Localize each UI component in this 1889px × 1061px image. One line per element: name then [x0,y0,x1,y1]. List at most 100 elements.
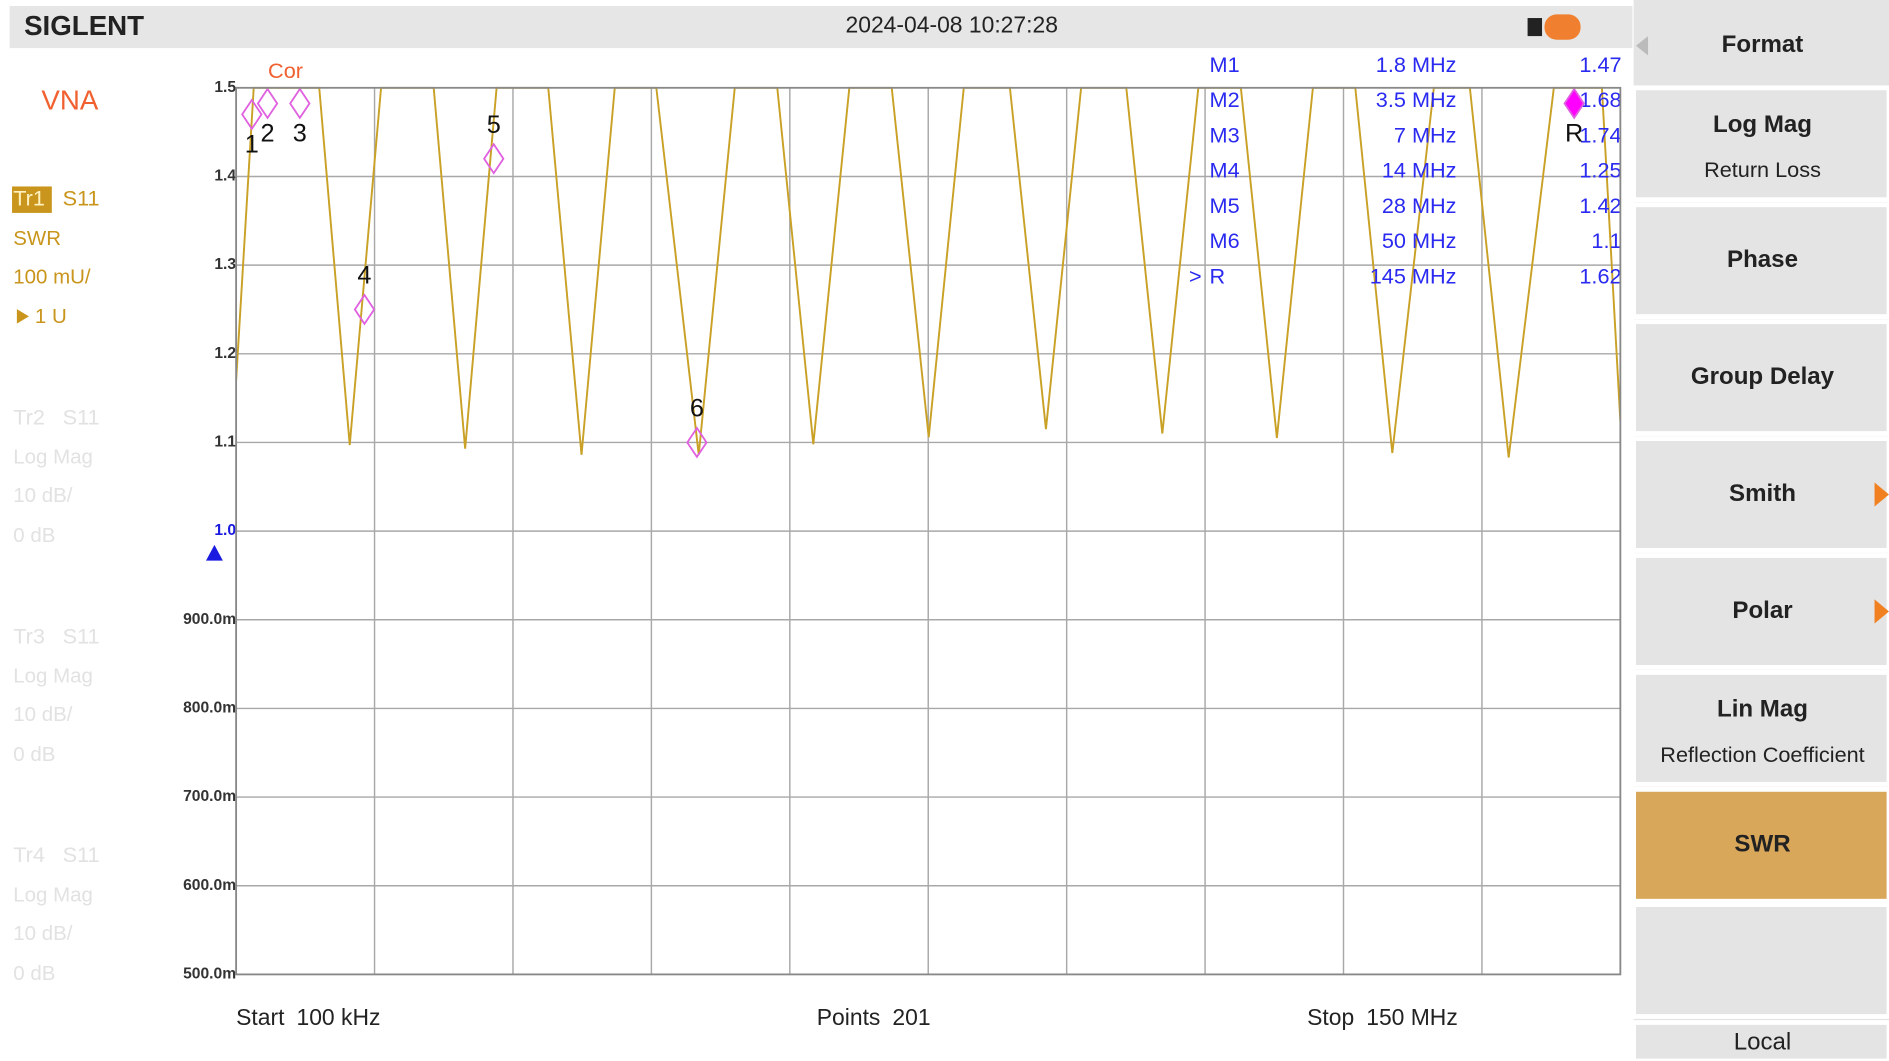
footer-value: 100 kHz [296,1004,380,1030]
softkey-sublabel[interactable]: Return Loss [1704,157,1821,182]
softkey[interactable] [1631,202,1889,320]
softkey[interactable] [1631,436,1889,553]
marker-value: 1.68 [1579,87,1621,112]
trace-format: SWR [13,227,61,250]
marker-diamond [289,87,311,120]
softkey-local[interactable] [1631,1020,1889,1061]
mode-label: VNA [41,85,98,116]
y-tick-label: 1.2 [214,345,236,362]
marker-freq: 28 MHz [1382,193,1457,218]
softkey-sublabel[interactable]: Reflection Coefficient [1660,742,1864,767]
trace-name: Tr3 [13,623,45,648]
marker-diamond [353,293,376,326]
trace-param: S11 [63,404,100,429]
softkey-label[interactable]: Phase [1727,246,1798,273]
y-tick-label: 700.0m [183,788,236,805]
storage-icon [1527,18,1543,37]
marker-name: R [1210,263,1226,288]
marker-label: R [1565,119,1583,147]
correction-label: Cor [268,58,303,83]
trace-ref: 1 U [35,305,67,328]
local-label[interactable]: Local [1734,1028,1792,1055]
softkey-label[interactable]: Smith [1729,480,1796,507]
trace-name: Tr1 [13,185,45,210]
y-tick-label: 1.5 [214,79,236,96]
footer-value: 150 MHz [1366,1004,1458,1030]
trace-ref: 0 dB [13,962,55,985]
footer-label: Stop [1307,1004,1354,1030]
trace-name: Tr2 [13,404,45,429]
softkey-label[interactable]: Polar [1732,597,1792,624]
softkey[interactable] [1631,319,1889,436]
softkey[interactable] [1631,85,1889,203]
header-bar [9,6,1633,49]
trace-format: Log Mag [13,446,93,469]
marker-value: 1.25 [1579,158,1621,183]
marker-freq: 50 MHz [1382,228,1457,253]
marker-name: M5 [1210,193,1240,218]
ref-arrow [16,309,29,324]
active-trace-box [12,186,52,213]
usb-icon [1544,14,1581,40]
footer-label: Points [817,1004,881,1030]
marker-value: 1.42 [1579,193,1621,218]
menu-title: Format [1722,31,1804,58]
y-tick-label: 1.4 [214,168,236,185]
marker-label: 2 [260,119,274,147]
trace-ref: 0 dB [13,524,55,547]
softkey-blank[interactable] [1631,902,1889,1019]
y-tick-label: 900.0m [183,611,236,628]
brand: SIGLENT [24,10,144,41]
softkey[interactable] [1631,670,1889,787]
softkey-label[interactable]: SWR [1734,831,1790,858]
marker-label: 3 [293,119,307,147]
trace-param: S11 [63,842,100,867]
trace-format: Log Mag [13,884,93,907]
marker-label: 4 [357,262,371,290]
y-tick-label: 600.0m [183,877,236,894]
softkey-label[interactable]: Log Mag [1713,111,1812,138]
back-arrow [1636,36,1649,56]
trace-scale: 10 dB/ [13,703,72,726]
submenu-arrow [1874,599,1889,624]
softkey-label[interactable]: Lin Mag [1717,696,1808,723]
marker-freq: 3.5 MHz [1376,87,1457,112]
marker-name: M4 [1210,158,1240,183]
footer-value: 201 [892,1004,930,1030]
softkey[interactable] [1631,553,1889,670]
softkey-label[interactable]: Group Delay [1691,363,1835,390]
marker-diamond [686,426,708,459]
trace-ref: 0 dB [13,743,55,766]
reference-level-arrow [206,544,223,561]
y-tick-label: 1.1 [214,434,236,451]
marker-freq: 1.8 MHz [1376,52,1457,77]
trace-scale: 10 dB/ [13,484,72,507]
marker-value: 1.74 [1579,122,1621,147]
y-tick-label: 1.0 [214,522,236,539]
marker-value: 1.62 [1579,263,1621,288]
softkey[interactable] [1631,786,1889,904]
footer-label: Start [236,1004,285,1030]
trace-name: Tr4 [13,842,45,867]
trace-param: S11 [63,623,100,648]
marker-active-prefix: > [1189,263,1202,288]
marker-freq: 145 MHz [1370,263,1457,288]
datetime: 2024-04-08 10:27:28 [846,12,1058,38]
plot-frame [235,86,1622,976]
y-tick-label: 800.0m [183,700,236,717]
marker-value: 1.1 [1591,228,1621,253]
marker-name: M1 [1210,52,1240,77]
marker-freq: 14 MHz [1382,158,1457,183]
marker-diamond [1563,87,1585,120]
trace-format: Log Mag [13,665,93,688]
marker-name: M3 [1210,122,1240,147]
trace-scale: 100 mU/ [13,265,91,288]
y-tick-label: 500.0m [183,966,236,983]
marker-name: M2 [1210,87,1240,112]
marker-diamond [256,87,279,120]
marker-value: 1.47 [1579,52,1621,77]
marker-name: M6 [1210,228,1240,253]
marker-label: 5 [487,111,501,139]
marker-label: 1 [245,130,259,158]
